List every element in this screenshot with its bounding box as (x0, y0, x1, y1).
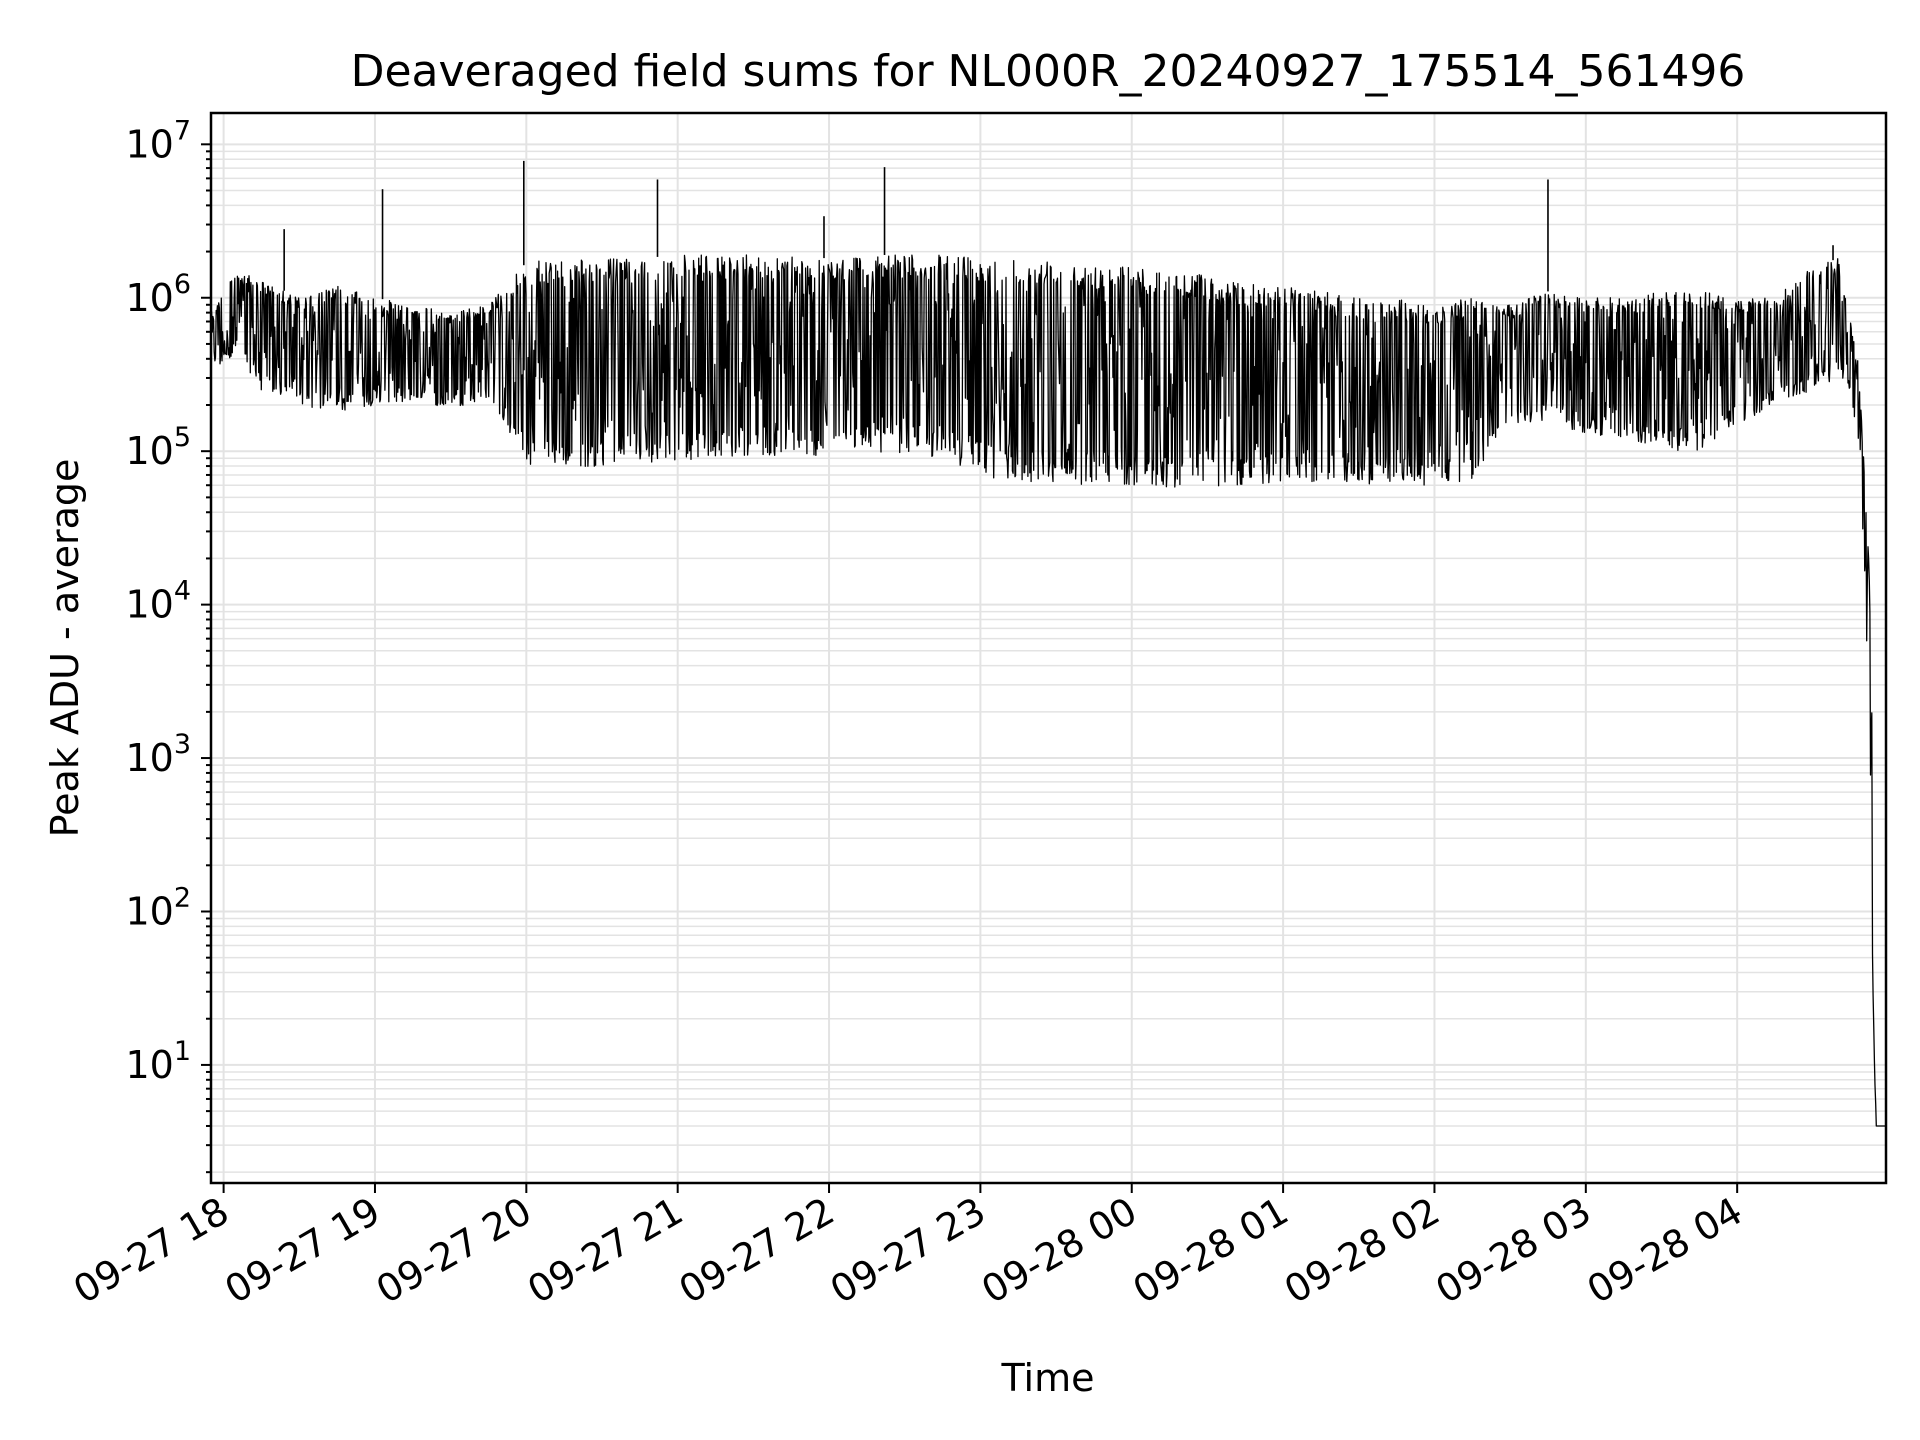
y-tick-base: 10 (125, 1043, 173, 1087)
y-tick-base: 10 (125, 429, 173, 473)
y-axis-label: Peak ADU - average (43, 459, 87, 838)
data-layer (211, 160, 1886, 1127)
y-tick-exp: 1 (174, 1036, 191, 1067)
y-tick-base: 10 (125, 889, 173, 933)
grid (211, 113, 1886, 1183)
y-tick-exp: 3 (174, 729, 191, 760)
y-tick-label: 106 (125, 269, 191, 320)
y-tick-exp: 5 (174, 422, 191, 453)
y-tick-label: 104 (125, 576, 191, 627)
y-tick-label: 105 (125, 422, 191, 473)
y-tick-exp: 7 (174, 115, 191, 146)
y-tick-label: 107 (125, 115, 191, 166)
y-tick-label: 101 (125, 1036, 191, 1087)
plot-frame (209, 111, 1888, 1185)
y-tick-exp: 6 (174, 269, 191, 300)
y-tick-base: 10 (125, 122, 173, 166)
y-tick-exp: 4 (174, 576, 191, 607)
y-tick-base: 10 (125, 276, 173, 320)
x-axis-label: Time (1001, 1356, 1095, 1400)
y-tick-exp: 2 (174, 882, 191, 913)
y-tick-base: 10 (125, 583, 173, 627)
y-tick-base: 10 (125, 736, 173, 780)
series-line (211, 254, 1886, 1127)
y-tick-label: 103 (125, 729, 191, 780)
y-tick-label: 102 (125, 882, 191, 933)
chart-title: Deaveraged field sums for NL000R_2024092… (351, 46, 1746, 97)
